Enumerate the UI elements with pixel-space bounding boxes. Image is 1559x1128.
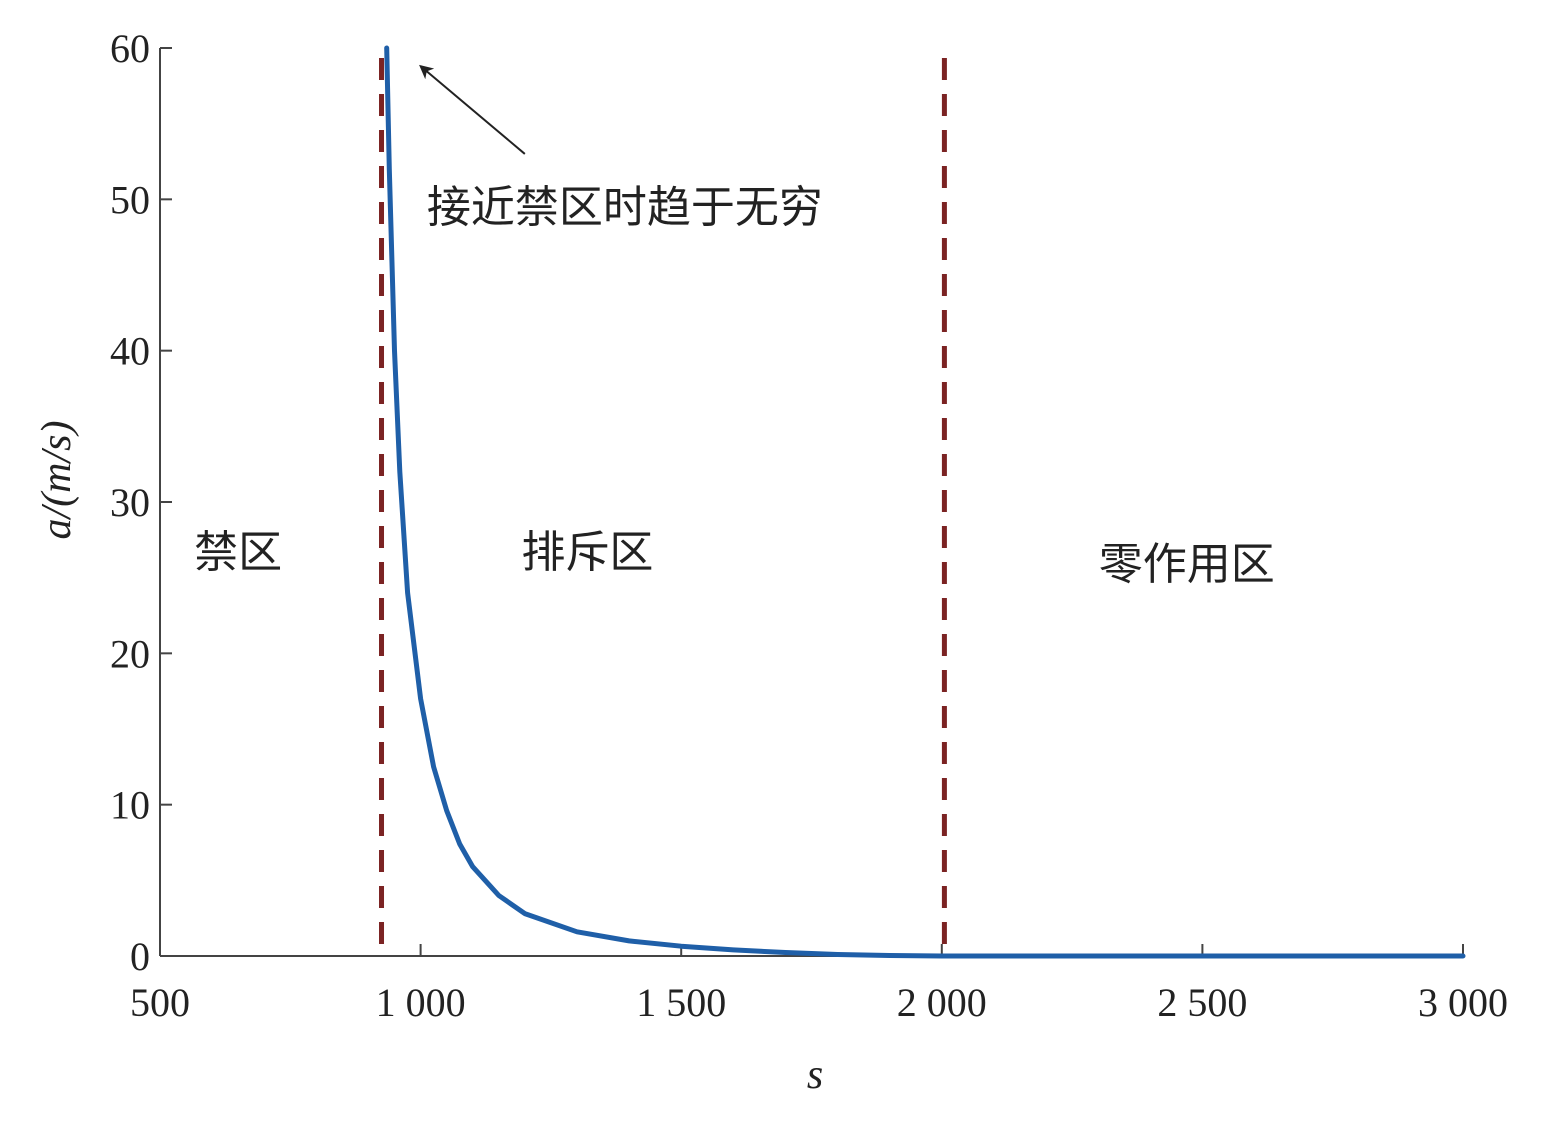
annotation: 接近禁区时趋于无穷	[419, 64, 823, 233]
x-tick-label: 2 500	[1157, 980, 1247, 1025]
annotation-text: 接近禁区时趋于无穷	[427, 182, 823, 233]
x-ticks: 500 1 000 1 500 2 000 2 500 3 000	[130, 944, 1508, 1025]
x-tick-label: 500	[130, 980, 190, 1025]
y-tick-label: 40	[110, 329, 150, 374]
x-tick-label: 1 000	[376, 980, 466, 1025]
y-tick-label: 0	[130, 934, 150, 979]
y-tick-label: 60	[110, 26, 150, 71]
y-tick-label: 30	[110, 480, 150, 525]
zone-label: 禁区	[194, 527, 282, 578]
y-axis-title: a/(m/s)	[34, 421, 80, 540]
y-tick-label: 10	[110, 783, 150, 828]
zone-label: 零作用区	[1099, 539, 1275, 590]
x-tick-label: 3 000	[1418, 980, 1508, 1025]
y-ticks: 0 10 20 30 40 50 60	[110, 26, 172, 979]
x-axis-title: s	[807, 1052, 823, 1098]
annotation-arrow	[419, 64, 526, 155]
x-tick-label: 1 500	[636, 980, 726, 1025]
zone-label: 排斥区	[521, 527, 653, 578]
zone-labels: 禁区 排斥区 零作用区	[194, 527, 1275, 590]
y-tick-label: 50	[110, 177, 150, 222]
y-tick-label: 20	[110, 631, 150, 676]
zone-boundaries	[379, 58, 947, 956]
x-tick-label: 2 000	[897, 980, 987, 1025]
series-line	[384, 45, 1466, 959]
